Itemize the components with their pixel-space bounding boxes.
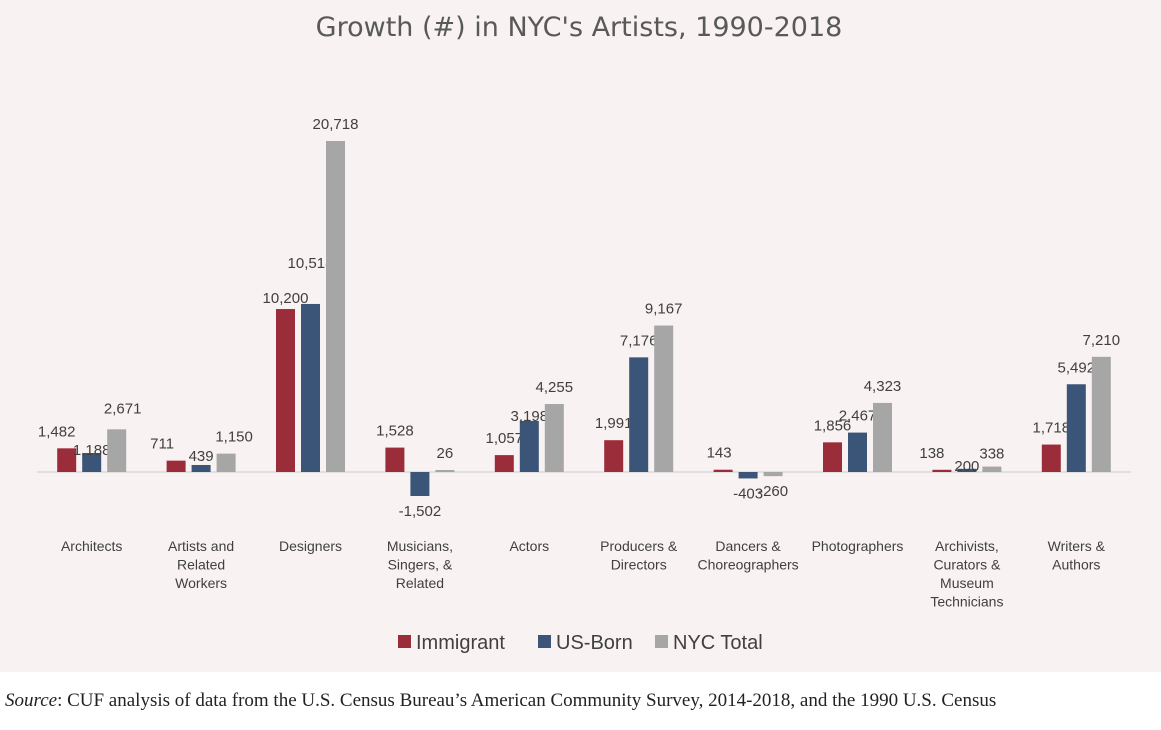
legend-label: NYC Total bbox=[673, 632, 763, 654]
category-label: Technicians bbox=[930, 594, 1003, 610]
data-label: -1,502 bbox=[399, 503, 442, 520]
data-label: -403 bbox=[733, 485, 763, 502]
data-label: 200 bbox=[954, 458, 979, 475]
source-label: Source bbox=[5, 690, 58, 711]
category-label: Directors bbox=[611, 557, 667, 573]
bar-nyc-total-5 bbox=[654, 325, 674, 472]
category-label: Museum bbox=[940, 575, 994, 591]
data-label: 1,991 bbox=[595, 415, 633, 432]
bar-us-born-9 bbox=[1066, 384, 1086, 472]
bar-nyc-total-9 bbox=[1091, 356, 1111, 472]
legend-swatch-nyc-total bbox=[655, 635, 668, 648]
bar-nyc-total-3 bbox=[435, 470, 455, 472]
category-label: Designers bbox=[279, 538, 342, 554]
data-label: 711 bbox=[150, 436, 174, 453]
category-labels: Architects Artists and Related Workers Desig… bbox=[61, 538, 1106, 610]
bar-immigrant-0 bbox=[57, 448, 77, 472]
category-label: Actors bbox=[509, 538, 549, 554]
data-label: 143 bbox=[707, 445, 732, 462]
data-label: 2,467 bbox=[839, 408, 877, 425]
legend-label: Immigrant bbox=[416, 632, 505, 654]
bar-immigrant-1 bbox=[166, 460, 186, 472]
data-label: 1,718 bbox=[1033, 420, 1071, 437]
data-label: 138 bbox=[919, 445, 944, 462]
bar-us-born-2 bbox=[301, 303, 320, 472]
data-label: 1,057 bbox=[486, 430, 524, 447]
bar-immigrant-2 bbox=[276, 309, 295, 472]
category-label: Singers, & bbox=[388, 557, 453, 573]
bar-us-born-0 bbox=[82, 453, 102, 472]
category-label: Producers & bbox=[600, 538, 678, 554]
chart-title: Growth (#) in NYC's Artists, 1990-2018 bbox=[316, 12, 843, 43]
data-label: 4,255 bbox=[536, 379, 574, 396]
category-label: Choreographers bbox=[698, 557, 799, 573]
data-label: 26 bbox=[437, 445, 454, 462]
bar-nyc-total-4 bbox=[544, 404, 564, 472]
data-label: 1,482 bbox=[38, 423, 76, 440]
legend-label: US-Born bbox=[556, 632, 633, 654]
source-note: Source: CUF analysis of data from the U.… bbox=[5, 690, 1155, 712]
bar-immigrant-3 bbox=[385, 447, 405, 472]
bar-us-born-5 bbox=[629, 357, 649, 472]
bar-nyc-total-6 bbox=[763, 472, 783, 477]
category-label: Artists and bbox=[168, 538, 234, 554]
bar-nyc-total-7 bbox=[873, 402, 892, 472]
data-label: 10,200 bbox=[263, 290, 309, 307]
category-label: Photographers bbox=[812, 538, 904, 554]
data-label: 5,492 bbox=[1058, 359, 1096, 376]
category-label: Authors bbox=[1052, 557, 1100, 573]
bar-nyc-total-8 bbox=[982, 466, 1002, 472]
legend-swatch-immigrant bbox=[398, 635, 411, 648]
source-text: : CUF analysis of data from the U.S. Cen… bbox=[57, 690, 997, 711]
category-label: Dancers & bbox=[715, 538, 781, 554]
bar-immigrant-6 bbox=[713, 469, 733, 472]
legend: Immigrant US-Born NYC Total bbox=[398, 632, 763, 654]
category-label: Architects bbox=[61, 538, 122, 554]
bar-us-born-4 bbox=[519, 420, 539, 472]
data-label: 1,528 bbox=[376, 423, 414, 440]
data-label: 338 bbox=[979, 446, 1004, 463]
data-label: 10,518 bbox=[288, 255, 334, 272]
data-label: 20,718 bbox=[313, 116, 359, 133]
bar-us-born-8 bbox=[957, 468, 977, 472]
bar-nyc-total-0 bbox=[107, 429, 127, 472]
category-label: Related bbox=[396, 575, 444, 591]
data-label: 3,198 bbox=[511, 408, 549, 425]
bar-immigrant-5 bbox=[604, 440, 624, 472]
bar-immigrant-7 bbox=[823, 442, 842, 472]
data-label: 1,188 bbox=[73, 442, 111, 459]
category-label: Curators & bbox=[933, 557, 1001, 573]
bar-us-born-6 bbox=[738, 472, 758, 479]
bar-us-born-7 bbox=[848, 432, 867, 472]
bar-nyc-total-1 bbox=[216, 453, 236, 472]
bar-nyc-total-2 bbox=[326, 141, 345, 472]
data-label: 2,671 bbox=[104, 400, 142, 417]
data-label: 7,176 bbox=[620, 332, 658, 349]
bar-us-born-1 bbox=[191, 464, 211, 472]
bar-us-born-3 bbox=[410, 472, 430, 496]
data-label: 4,323 bbox=[864, 378, 902, 395]
data-label: 439 bbox=[189, 448, 214, 465]
data-label: 1,856 bbox=[814, 417, 852, 434]
category-label: Musicians, bbox=[387, 538, 453, 554]
category-label: Workers bbox=[175, 575, 227, 591]
data-label: 1,150 bbox=[215, 429, 253, 446]
category-label: Related bbox=[177, 557, 225, 573]
data-label: -260 bbox=[758, 483, 788, 500]
category-label: Archivists, bbox=[935, 538, 999, 554]
bar-immigrant-8 bbox=[932, 469, 952, 472]
legend-swatch-us-born bbox=[538, 635, 551, 648]
data-label: 7,210 bbox=[1083, 332, 1121, 349]
bar-immigrant-9 bbox=[1041, 444, 1061, 472]
chart-area: Growth (#) in NYC's Artists, 1990-2018 1… bbox=[0, 0, 1161, 672]
data-label: 9,167 bbox=[645, 301, 683, 318]
bar-immigrant-4 bbox=[494, 455, 514, 472]
bar-chart: Growth (#) in NYC's Artists, 1990-2018 1… bbox=[37, 12, 1131, 654]
category-label: Writers & bbox=[1048, 538, 1106, 554]
